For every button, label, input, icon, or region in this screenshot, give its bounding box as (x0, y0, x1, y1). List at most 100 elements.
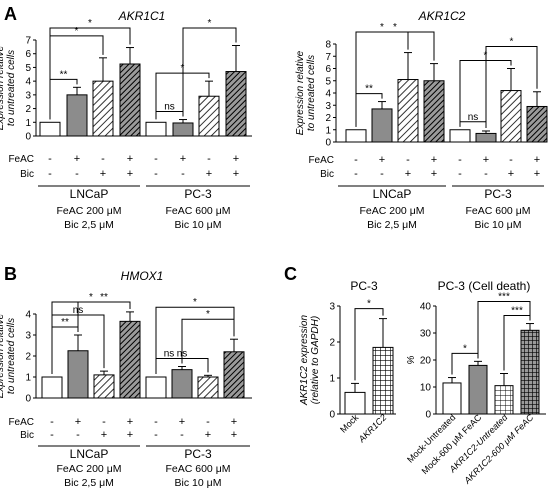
bar (345, 129, 367, 143)
group-label: LNCaP (70, 447, 109, 461)
y-tick-label: 4 (25, 77, 31, 88)
y-tick-label: 1 (25, 373, 31, 384)
bar (41, 376, 63, 399)
y-tick-label: 6 (325, 64, 331, 75)
y-tick-label: 30 (420, 329, 432, 340)
treatment-row-label: FeAC (8, 154, 34, 165)
y-tick-label: 0 (325, 138, 331, 149)
y-tick-label: 8 (325, 40, 331, 51)
chart-title: AKR1C1 (118, 9, 166, 23)
feac-sign: + (127, 416, 133, 428)
y-tick-label: 4 (325, 89, 331, 100)
bic-sign: + (233, 168, 239, 180)
group-condition: Bic 10 μM (175, 219, 222, 231)
feac-sign: - (101, 153, 105, 165)
feac-sign: - (48, 153, 52, 165)
y-tick-label: 3 (325, 101, 331, 112)
group-condition: FeAC 600 μM (166, 205, 231, 217)
y-tick-label: 0 (425, 410, 431, 421)
bic-sign: - (48, 168, 52, 180)
y-tick-label: 5 (25, 63, 31, 74)
y-tick-label: 0 (25, 132, 31, 143)
bar (526, 105, 548, 143)
significance-label: * (208, 18, 212, 29)
y-tick-label: 2 (325, 113, 331, 124)
chart-title: PC-3 (350, 279, 378, 293)
y-tick-label: 10 (420, 383, 432, 394)
bic-sign: - (154, 429, 158, 441)
bar (468, 364, 488, 415)
bar (145, 121, 167, 137)
chart-title: AKR1C2 (418, 9, 466, 23)
chart-pc3-cell-death: PC-3 (Cell death)010203040%*******Mock-U… (405, 279, 546, 486)
group-label: PC-3 (184, 187, 212, 201)
feac-sign: + (483, 154, 489, 166)
significance-label: * (393, 22, 397, 33)
y-tick-label: 7 (25, 36, 31, 47)
significance-bracket (182, 27, 237, 117)
significance-bracket (485, 46, 538, 128)
significance-bracket (354, 308, 384, 381)
significance-label: * (380, 22, 384, 33)
significance-label: * (206, 309, 210, 320)
y-tick-label: 3 (329, 302, 335, 313)
bic-sign: - (50, 429, 54, 441)
group-label: PC-3 (484, 187, 512, 201)
bar (494, 385, 514, 415)
bic-sign: - (380, 168, 384, 180)
significance-label: * (510, 37, 514, 48)
bic-sign: + (127, 168, 133, 180)
feac-sign: - (458, 154, 462, 166)
y-axis-label: to untreated cells (6, 50, 17, 126)
feac-sign: + (534, 154, 540, 166)
feac-sign: - (354, 154, 358, 166)
chart-akr1c1: AKR1C1 0 1 2 3 4 5 6 7 Expression relative to untr… (0, 9, 252, 231)
bar (371, 108, 393, 143)
group-label: LNCaP (373, 187, 412, 201)
y-tick-label: 6 (25, 49, 31, 60)
bic-sign: + (231, 429, 237, 441)
bar (225, 71, 247, 137)
significance-label: ** (365, 84, 373, 95)
significance-label: ns (164, 349, 175, 360)
bar (372, 346, 394, 415)
group-condition: Bic 2,5 μM (64, 477, 114, 489)
feac-sign: + (179, 416, 185, 428)
x-category-label: AKR1C2 (356, 412, 389, 445)
bar (67, 350, 89, 399)
group-label: PC-3 (184, 447, 212, 461)
chart-hmox1: HMOX1 0 1 2 3 4 Expression relative to untreate… (0, 269, 252, 489)
bic-sign: - (458, 168, 462, 180)
group-condition: FeAC 200 μM (57, 205, 122, 217)
y-axis-label: Expression relative (295, 50, 306, 135)
panel-letter-c: C (284, 264, 297, 284)
y-axis-label: % (406, 355, 417, 364)
feac-sign: + (127, 153, 133, 165)
bar (119, 320, 141, 399)
bar (39, 121, 61, 137)
feac-sign: - (50, 416, 54, 428)
group-condition: FeAC 200 μM (360, 205, 425, 217)
y-tick-label: 4 (25, 310, 31, 321)
y-axis-label: to untreated cells (306, 55, 317, 131)
group-condition: FeAC 600 μM (466, 205, 531, 217)
y-axis-label: AKR1C2 expression (299, 315, 310, 406)
chart-title: PC-3 (Cell death) (438, 279, 531, 293)
bar (92, 80, 114, 137)
feac-sign: + (431, 154, 437, 166)
chart-pc3-akr1c2-expression: PC-3 0 1 2 3 AKR1C2 expression (relative to GA… (299, 279, 396, 445)
bic-sign: + (405, 168, 411, 180)
bar (500, 90, 522, 143)
panel-letter-b: B (4, 264, 17, 284)
bic-sign: + (534, 168, 540, 180)
feac-sign: + (231, 416, 237, 428)
significance-label: ns (164, 102, 175, 113)
x-category-label: Mock (338, 412, 361, 435)
significance-bracket (51, 301, 131, 374)
y-tick-label: 1 (325, 125, 331, 136)
bic-sign: - (181, 168, 185, 180)
feac-sign: - (206, 416, 210, 428)
bar (397, 79, 419, 143)
treatment-row-label: Bic (20, 430, 34, 441)
